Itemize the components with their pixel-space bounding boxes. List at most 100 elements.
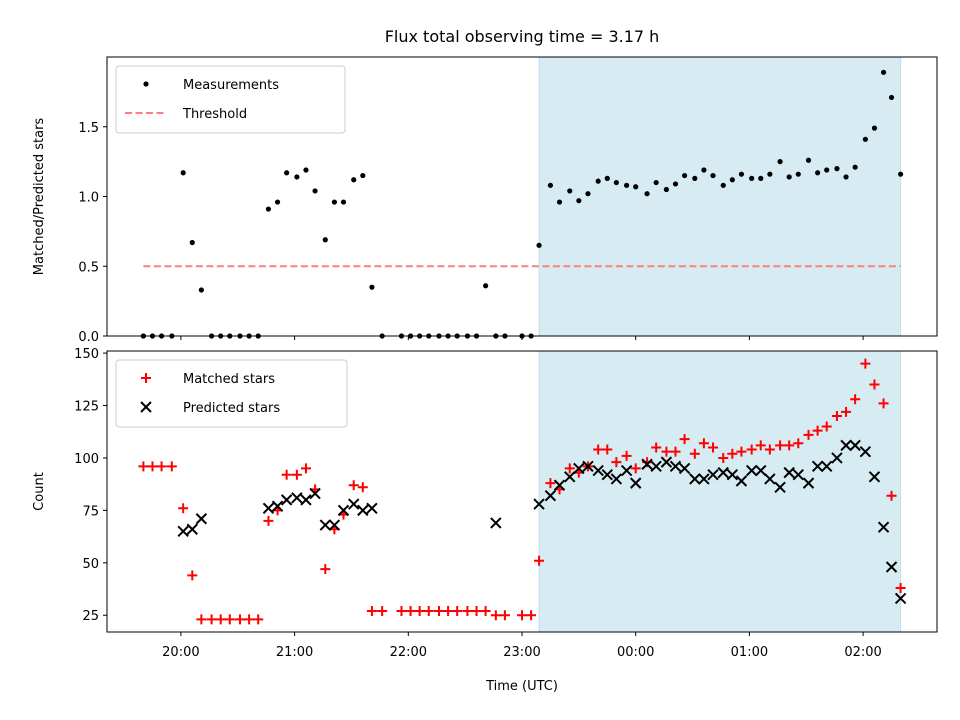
x-axis-label: Time (UTC) xyxy=(485,679,558,694)
measurement-point xyxy=(284,170,290,176)
count-legend: Matched stars Predicted stars xyxy=(115,359,348,428)
predicted-stars-point xyxy=(678,462,691,475)
measurement-point xyxy=(595,178,601,184)
measurement-point xyxy=(274,199,281,205)
predicted-stars-point xyxy=(582,460,594,473)
matched-stars-point xyxy=(490,610,501,621)
matched-stars-point xyxy=(718,452,729,463)
matched-stars-point xyxy=(878,398,889,409)
measurement-point xyxy=(692,175,698,181)
measurement-point xyxy=(720,182,726,188)
matched-stars-point xyxy=(545,478,556,489)
predicted-stars-point xyxy=(177,525,189,538)
matched-stars-point xyxy=(602,444,613,455)
series-measurements xyxy=(140,69,904,339)
matched-stars-point xyxy=(746,444,757,455)
matched-stars-point xyxy=(764,444,775,455)
matched-stars-point xyxy=(187,570,198,581)
matched-stars-point xyxy=(803,429,814,440)
measurement-point xyxy=(681,172,688,179)
predicted-stars-point xyxy=(544,489,557,502)
predicted-stars-point xyxy=(186,523,198,535)
predicted-stars-point xyxy=(689,473,701,485)
y-tick-label: 1.5 xyxy=(78,121,99,136)
measurement-point xyxy=(777,159,783,165)
matched-stars-point xyxy=(793,438,804,449)
ratio-legend: Measurements Threshold xyxy=(115,65,346,134)
measurement-point xyxy=(663,186,669,193)
measurement-point xyxy=(767,171,773,177)
matched-stars-point xyxy=(235,614,246,625)
matched-stars-point xyxy=(423,606,434,617)
predicted-stars-point xyxy=(735,475,748,487)
predicted-stars-point xyxy=(319,519,332,531)
measurement-point xyxy=(351,177,357,183)
predicted-stars-point xyxy=(620,464,633,477)
series-predicted-stars xyxy=(177,439,907,605)
matched-stars-point xyxy=(630,463,641,474)
measurement-point xyxy=(880,69,887,75)
matched-stars-point xyxy=(850,394,861,405)
matched-stars-point xyxy=(593,444,604,455)
x-tick-label: 20:00 xyxy=(162,645,199,660)
predicted-stars-point xyxy=(592,464,604,477)
predicted-stars-point xyxy=(610,473,623,485)
matched-stars-point xyxy=(178,503,189,514)
matched-stars-point xyxy=(215,614,226,625)
matched-stars-point xyxy=(564,463,575,474)
predicted-stars-point xyxy=(291,492,303,504)
predicted-stars-point xyxy=(357,504,369,517)
measurement-point xyxy=(369,284,375,290)
measurement-point xyxy=(265,206,272,212)
measurement-point xyxy=(624,182,630,188)
matched-stars-point xyxy=(414,606,425,617)
measurement-point xyxy=(729,177,735,183)
predicted-stars-point xyxy=(840,439,852,452)
predicted-stars-point xyxy=(698,473,710,485)
predicted-stars-point xyxy=(641,458,653,470)
measurement-point xyxy=(567,188,573,194)
predicted-stars-point xyxy=(859,445,872,458)
matched-stars-point xyxy=(611,457,622,468)
predicted-stars-point xyxy=(309,487,321,500)
matched-stars-point xyxy=(434,606,444,617)
measurement-point xyxy=(360,172,366,179)
x-tick-label: 00:00 xyxy=(617,645,654,660)
matched-stars-point xyxy=(727,448,738,459)
legend-label: Threshold xyxy=(182,107,247,122)
predicted-stars-point xyxy=(868,471,881,483)
matched-stars-point xyxy=(831,411,842,422)
matched-stars-point xyxy=(755,440,766,451)
measurement-point xyxy=(644,191,650,197)
matched-stars-point xyxy=(784,440,795,451)
predicted-stars-point xyxy=(726,469,739,481)
matched-stars-point xyxy=(366,606,377,617)
matched-stars-point xyxy=(517,610,527,621)
matched-stars-point xyxy=(300,463,311,474)
measurement-point xyxy=(852,164,858,170)
predicted-stars-point xyxy=(573,462,585,475)
y-tick-label: 50 xyxy=(82,557,99,572)
predicted-stars-point xyxy=(629,477,642,489)
measurement-point xyxy=(786,174,792,180)
measurement-point xyxy=(189,239,195,246)
predicted-stars-point xyxy=(783,466,795,479)
y-axis-label: Matched/Predicted stars xyxy=(32,118,47,276)
matched-stars-point xyxy=(698,438,709,449)
matched-stars-point xyxy=(320,564,331,575)
measurement-point xyxy=(604,175,610,181)
x-tick-label: 01:00 xyxy=(731,645,768,660)
measurement-point xyxy=(805,157,812,163)
predicted-stars-point xyxy=(660,456,673,468)
predicted-stars-point xyxy=(366,502,378,514)
measurement-point xyxy=(294,174,300,180)
matched-stars-point xyxy=(499,610,510,621)
predicted-stars-point xyxy=(792,469,804,481)
measurement-point xyxy=(824,167,830,173)
legend-box xyxy=(115,65,346,134)
measurement-point xyxy=(898,171,904,177)
predicted-stars-point xyxy=(764,473,776,485)
predicted-stars-point xyxy=(271,500,284,512)
legend-label: Predicted stars xyxy=(183,401,280,416)
matched-stars-point xyxy=(708,442,719,453)
